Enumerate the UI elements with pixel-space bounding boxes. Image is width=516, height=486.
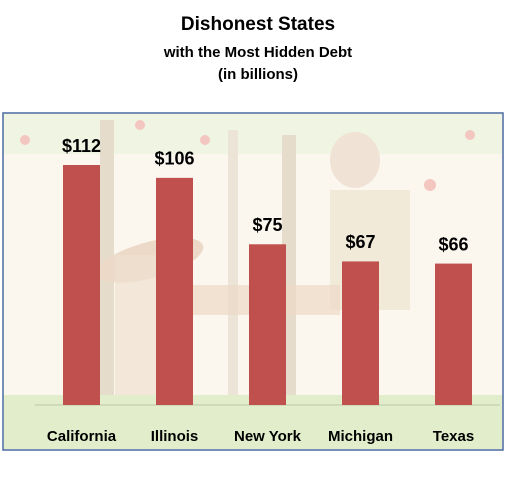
- chart-subtitle: (in billions): [218, 66, 298, 83]
- value-label: $66: [438, 234, 468, 254]
- value-label: $112: [62, 136, 101, 156]
- x-tick-label: New York: [234, 428, 302, 445]
- x-tick-label: California: [47, 428, 117, 445]
- bar: [156, 177, 193, 405]
- bar: [342, 261, 379, 405]
- x-tick-label: Illinois: [151, 428, 199, 445]
- x-tick-label: Michigan: [328, 428, 393, 445]
- bar: [435, 263, 472, 405]
- x-tick-label: Texas: [433, 428, 474, 445]
- chart-subtitle: with the Most Hidden Debt: [163, 44, 352, 61]
- value-label: $67: [345, 232, 375, 252]
- chart-title: Dishonest States: [181, 14, 335, 35]
- value-label: $106: [154, 149, 194, 169]
- value-label: $75: [252, 215, 282, 235]
- bar: [249, 244, 286, 405]
- bar: [63, 165, 100, 405]
